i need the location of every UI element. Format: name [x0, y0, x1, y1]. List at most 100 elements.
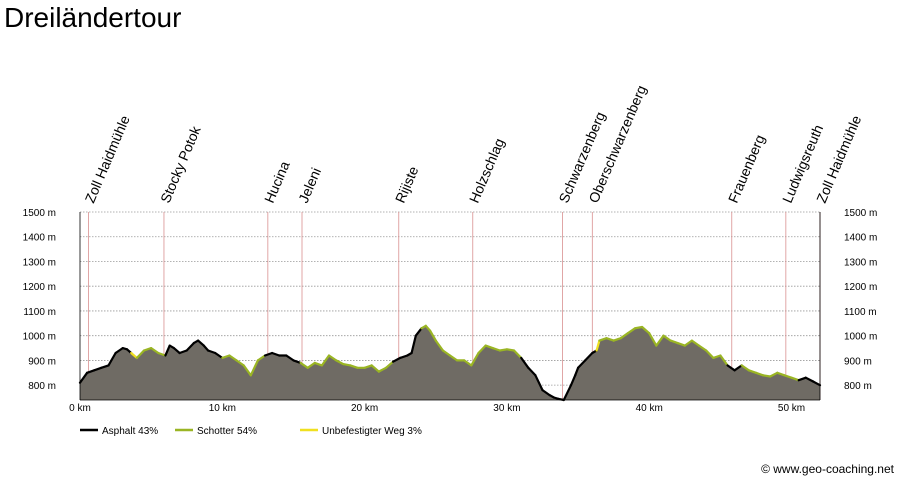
profile-segment-gravel	[498, 348, 508, 352]
profile-segment-asphalt	[811, 380, 822, 387]
profile-segment-gravel	[477, 344, 487, 355]
legend-label-unpaved: Unbefestigter Weg 3%	[322, 426, 422, 437]
y-tick-label-right: 900 m	[844, 356, 872, 367]
profile-segment-gravel	[719, 354, 729, 367]
profile-segment-gravel	[712, 354, 722, 359]
profile-segment-asphalt	[285, 354, 295, 362]
profile-segment-gravel	[619, 332, 630, 340]
profile-segment-asphalt	[414, 327, 423, 337]
profile-segment-gravel	[377, 366, 388, 373]
profile-segment-asphalt	[207, 349, 217, 355]
profile-segment-gravel	[335, 359, 345, 366]
profile-segment-asphalt	[733, 364, 743, 372]
y-tick-label-right: 1100 m	[844, 307, 877, 318]
axis-layer: 800 m 800 m 900 m 900 m 1000 m 1000 m 1100 m 11…	[23, 208, 878, 414]
profile-segment-asphalt	[271, 351, 281, 357]
profile-segment-gravel	[598, 337, 608, 342]
profile-segment-gravel	[235, 359, 245, 367]
profile-segment-gravel	[491, 347, 501, 352]
profile-area-layer	[80, 325, 820, 400]
profile-segment-asphalt	[197, 339, 205, 347]
profile-segment-gravel	[249, 359, 259, 377]
profile-segment-gravel	[150, 347, 160, 355]
profile-area	[80, 325, 820, 400]
profile-segment-gravel	[429, 329, 437, 342]
legend-label-asphalt: Asphalt 43%	[102, 426, 158, 437]
profile-segment-gravel	[470, 351, 480, 367]
y-tick-label-right: 1500 m	[844, 208, 877, 219]
profile-segment-gravel	[761, 374, 772, 378]
profile-segment-asphalt	[114, 347, 124, 355]
copyright-text: © www.geo-coaching.net	[761, 462, 894, 476]
profile-segment-gravel	[697, 344, 708, 352]
profile-segment-gravel	[384, 360, 395, 369]
waypoint-label: Jeleni	[295, 165, 324, 205]
profile-segment-unpaved	[130, 351, 138, 359]
profile-segment-gravel	[683, 339, 694, 347]
profile-segment-gravel	[342, 363, 352, 367]
y-tick-label-right: 1000 m	[844, 332, 877, 343]
profile-segment-gravel	[349, 364, 359, 369]
profile-segment-unpaved	[595, 339, 601, 352]
profile-segment-gravel	[157, 351, 167, 357]
surface-line-layer	[78, 324, 822, 402]
profile-segment-gravel	[626, 327, 637, 335]
profile-segment-asphalt	[797, 376, 807, 382]
profile-segment-gravel	[676, 342, 686, 347]
y-tick-label-left: 900 m	[28, 356, 56, 367]
y-tick-label-left: 1200 m	[23, 282, 56, 293]
profile-segment-gravel	[463, 359, 473, 367]
y-tick-label-left: 1100 m	[23, 307, 56, 318]
profile-segment-asphalt	[584, 351, 594, 362]
profile-segment-gravel	[299, 361, 309, 369]
profile-segment-asphalt	[576, 359, 587, 369]
profile-segment-gravel	[370, 364, 380, 373]
profile-segment-asphalt	[520, 356, 530, 369]
profile-segment-gravel	[306, 361, 316, 369]
profile-segment-asphalt	[100, 364, 110, 369]
profile-segment-asphalt	[78, 371, 89, 384]
profile-segment-gravel	[705, 349, 715, 359]
y-tick-label-right: 1400 m	[844, 233, 877, 244]
y-tick-label-left: 1400 m	[23, 233, 56, 244]
x-tick-label: 50 km	[778, 403, 805, 414]
profile-segment-asphalt	[534, 374, 544, 392]
legend-label-gravel: Schotter 54%	[197, 426, 257, 437]
profile-segment-asphalt	[804, 376, 815, 383]
y-tick-label-left: 1000 m	[23, 332, 56, 343]
profile-segment-gravel	[434, 339, 444, 352]
profile-segment-gravel	[441, 349, 452, 357]
profile-segment-asphalt	[214, 351, 224, 359]
profile-segment-asphalt	[292, 359, 302, 364]
profile-segment-gravel	[448, 354, 459, 362]
profile-segment-gravel	[484, 344, 494, 350]
plot-frame-layer	[79, 212, 821, 401]
profile-segment-gravel	[633, 325, 644, 330]
profile-segment-gravel	[790, 376, 800, 382]
profile-segment-gravel	[135, 349, 146, 359]
profile-segment-gravel	[690, 339, 701, 347]
chart-title: Dreiländertour	[4, 2, 182, 33]
y-tick-label-left: 1500 m	[23, 208, 56, 219]
x-tick-label: 20 km	[351, 403, 378, 414]
profile-segment-asphalt	[85, 369, 96, 374]
profile-segment-gravel	[783, 374, 793, 379]
profile-segment-gravel	[256, 354, 267, 362]
profile-segment-gravel	[313, 361, 323, 367]
profile-segment-gravel	[648, 332, 658, 347]
profile-segment-gravel	[662, 334, 672, 342]
profile-segment-gravel	[769, 371, 779, 378]
profile-segment-gravel	[740, 364, 750, 372]
profile-segment-asphalt	[263, 351, 274, 357]
y-tick-label-left: 800 m	[28, 381, 56, 392]
profile-segment-asphalt	[562, 384, 573, 402]
profile-segment-gravel	[612, 337, 622, 342]
profile-segment-asphalt	[574, 366, 580, 377]
y-tick-label-right: 1300 m	[844, 257, 877, 268]
profile-segment-gravel	[776, 371, 786, 377]
profile-segment-asphalt	[185, 342, 195, 352]
profile-segment-gravel	[754, 371, 765, 377]
profile-segment-asphalt	[107, 351, 117, 367]
profile-segment-gravel	[605, 337, 615, 342]
